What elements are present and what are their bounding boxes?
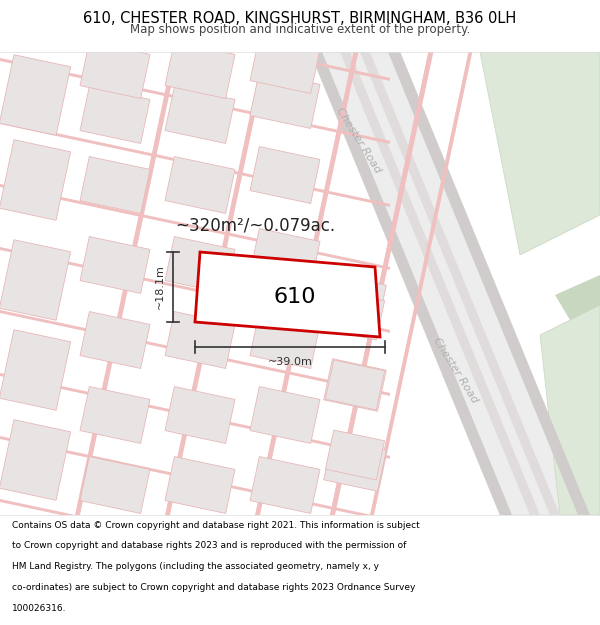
Polygon shape [325, 430, 385, 480]
Polygon shape [540, 305, 600, 515]
Polygon shape [165, 236, 235, 294]
Polygon shape [0, 499, 390, 585]
Polygon shape [250, 456, 320, 514]
Text: Contains OS data © Crown copyright and database right 2021. This information is : Contains OS data © Crown copyright and d… [12, 521, 420, 529]
Text: Chester Road: Chester Road [334, 106, 382, 174]
Polygon shape [0, 55, 71, 135]
Polygon shape [325, 290, 385, 340]
Polygon shape [0, 0, 390, 81]
Polygon shape [340, 52, 540, 515]
Polygon shape [0, 330, 71, 410]
Text: 100026316.: 100026316. [12, 604, 67, 613]
Polygon shape [80, 456, 150, 514]
Text: co-ordinates) are subject to Crown copyright and database rights 2023 Ordnance S: co-ordinates) are subject to Crown copyr… [12, 583, 415, 592]
Text: to Crown copyright and database rights 2023 and is reproduced with the permissio: to Crown copyright and database rights 2… [12, 541, 406, 551]
Polygon shape [555, 275, 600, 320]
Polygon shape [330, 52, 433, 515]
Text: HM Land Registry. The polygons (including the associated geometry, namely x, y: HM Land Registry. The polygons (includin… [12, 562, 379, 571]
Polygon shape [360, 52, 560, 515]
Polygon shape [0, 436, 390, 522]
Polygon shape [324, 439, 386, 491]
Polygon shape [324, 359, 386, 411]
Polygon shape [0, 310, 390, 396]
Polygon shape [324, 274, 386, 326]
Polygon shape [480, 52, 600, 255]
Polygon shape [165, 41, 235, 99]
Text: 610: 610 [274, 287, 316, 307]
Polygon shape [0, 562, 390, 625]
Polygon shape [250, 311, 320, 369]
Polygon shape [80, 236, 150, 294]
Polygon shape [165, 86, 235, 144]
Text: Map shows position and indicative extent of the property.: Map shows position and indicative extent… [130, 23, 470, 36]
Polygon shape [0, 373, 390, 459]
Text: Chester Road: Chester Road [431, 336, 479, 404]
Polygon shape [255, 52, 358, 515]
Text: 610, CHESTER ROAD, KINGSHURST, BIRMINGHAM, B36 0LH: 610, CHESTER ROAD, KINGSHURST, BIRMINGHA… [83, 11, 517, 26]
Polygon shape [250, 71, 320, 129]
Text: ~39.0m: ~39.0m [268, 357, 313, 367]
Polygon shape [195, 252, 380, 337]
Polygon shape [310, 52, 512, 515]
Polygon shape [165, 156, 235, 214]
Polygon shape [0, 140, 71, 220]
Polygon shape [0, 247, 390, 333]
Polygon shape [250, 36, 320, 94]
Polygon shape [250, 146, 320, 204]
Polygon shape [75, 52, 178, 515]
Polygon shape [325, 360, 385, 410]
Polygon shape [165, 456, 235, 514]
Polygon shape [310, 52, 590, 515]
Polygon shape [0, 121, 390, 207]
Polygon shape [370, 52, 472, 515]
Polygon shape [80, 311, 150, 369]
Polygon shape [0, 420, 71, 500]
Polygon shape [80, 156, 150, 214]
Polygon shape [165, 52, 268, 515]
Polygon shape [165, 386, 235, 444]
Polygon shape [250, 229, 320, 286]
Polygon shape [250, 386, 320, 444]
Polygon shape [0, 184, 390, 270]
Polygon shape [165, 311, 235, 369]
Text: ~320m²/~0.079ac.: ~320m²/~0.079ac. [175, 216, 335, 234]
Polygon shape [80, 86, 150, 144]
Text: ~18.1m: ~18.1m [155, 264, 165, 309]
Polygon shape [0, 240, 71, 320]
Polygon shape [80, 386, 150, 444]
Polygon shape [0, 58, 390, 144]
Polygon shape [388, 52, 590, 515]
Polygon shape [330, 52, 433, 515]
Polygon shape [80, 41, 150, 99]
